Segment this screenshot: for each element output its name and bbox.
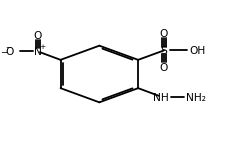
Text: O: O bbox=[160, 63, 168, 73]
Text: OH: OH bbox=[189, 46, 205, 56]
Text: −: − bbox=[5, 45, 11, 51]
Text: O: O bbox=[160, 29, 168, 39]
Text: NH: NH bbox=[153, 92, 169, 103]
Text: NH₂: NH₂ bbox=[186, 92, 206, 103]
Text: +: + bbox=[40, 44, 46, 50]
Text: O: O bbox=[5, 48, 14, 57]
Text: N: N bbox=[34, 48, 42, 57]
Text: −: − bbox=[0, 47, 7, 56]
Text: S: S bbox=[160, 46, 167, 56]
Text: O: O bbox=[33, 31, 42, 41]
